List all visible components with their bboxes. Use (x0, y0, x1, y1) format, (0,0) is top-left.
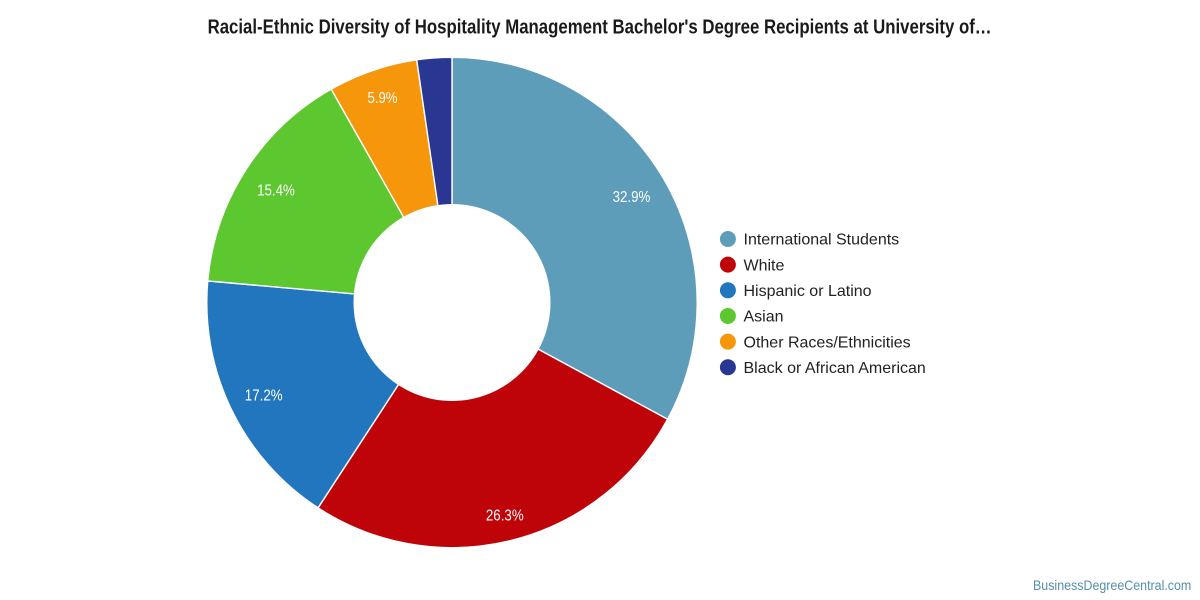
svg-text:Asian: Asian (744, 309, 784, 326)
svg-text:15.4%: 15.4% (257, 182, 295, 199)
svg-text:BusinessDegreeCentral.com: BusinessDegreeCentral.com (1033, 577, 1191, 593)
svg-text:International Students: International Students (744, 232, 900, 249)
svg-text:5.9%: 5.9% (368, 90, 398, 107)
svg-text:Other Races/Ethnicities: Other Races/Ethnicities (744, 334, 911, 351)
svg-text:17.2%: 17.2% (245, 387, 283, 404)
svg-text:26.3%: 26.3% (486, 507, 524, 524)
svg-text:Racial-Ethnic Diversity of Hos: Racial-Ethnic Diversity of Hospitality M… (208, 17, 992, 39)
svg-text:White: White (744, 257, 785, 274)
svg-text:Black or African American: Black or African American (744, 360, 926, 377)
svg-text:32.9%: 32.9% (613, 189, 651, 206)
svg-text:Hispanic or Latino: Hispanic or Latino (744, 283, 872, 300)
